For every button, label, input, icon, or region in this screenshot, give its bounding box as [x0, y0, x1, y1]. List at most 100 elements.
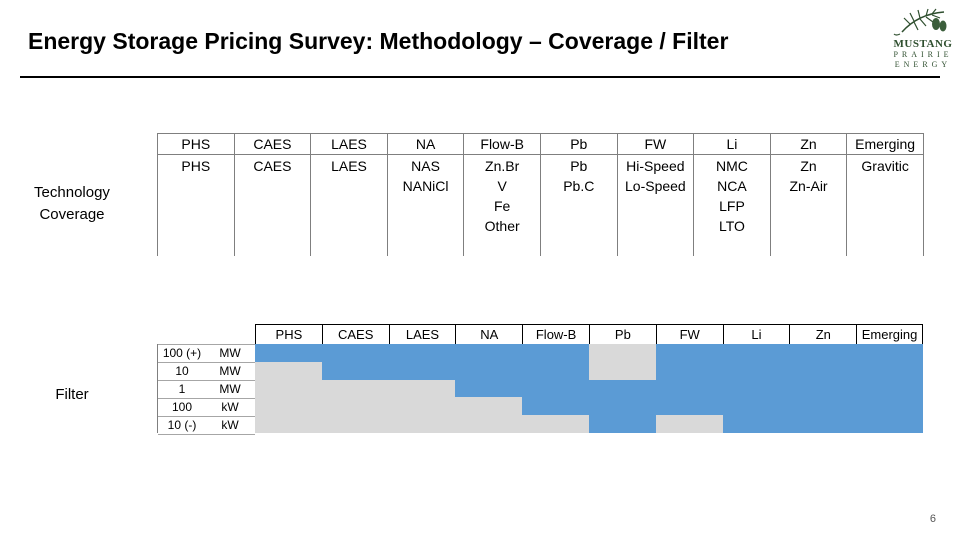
tech-item: LAES [331, 158, 367, 174]
tech-column-na: NA NAS NANiCl [386, 134, 464, 256]
filter-cell-emerging-row1 [856, 344, 923, 362]
tech-column-pb: Pb Pb Pb.C [539, 134, 617, 256]
filter-header-emerging: Emerging [856, 325, 923, 344]
filter-cell-caes-row5 [321, 415, 389, 433]
scale-unit: MW [219, 364, 241, 378]
tech-column-laes: LAES LAES [310, 134, 387, 256]
tech-column-caes: CAES CAES [233, 134, 311, 256]
filter-header-zn: Zn [789, 325, 856, 344]
scale-unit: MW [219, 382, 241, 396]
tech-item: PHS [181, 158, 211, 174]
tech-column-fw: FW Hi-Speed Lo-Speed [616, 134, 694, 256]
filter-cell-zn-row5 [789, 415, 857, 433]
tech-column-li: Li NMC NCA LFP LTO [693, 134, 770, 256]
technology-coverage-table: PHS PHS CAES CAES LAES LAES NA NAS NANiCl Flow-B Z… [157, 133, 924, 256]
scale-value: 100 (+) [162, 346, 202, 360]
scale-value: 10 [175, 364, 189, 378]
filter-header-row: PHS CAES LAES NA Flow-B Pb FW Li Zn Emerging [255, 324, 923, 345]
filter-cell-zn-row1 [789, 344, 857, 362]
tech-item: Zn [800, 158, 817, 174]
logo-text-mustang: MUSTANG [893, 38, 953, 50]
tech-item: NCA [717, 178, 747, 194]
tech-item: Hi-Speed [626, 158, 685, 174]
filter-cell-zn-row3 [789, 379, 857, 398]
tech-item: Gravitic [861, 158, 909, 174]
scale-unit: MW [219, 346, 241, 360]
filter-cell-laes-row2 [388, 361, 456, 380]
filter-cell-fw-row4 [655, 397, 723, 416]
filter-cell-fw-row5 [655, 415, 723, 433]
title-divider [20, 76, 940, 78]
filter-header-na: NA [455, 325, 522, 344]
filter-cell-emerging-row3 [856, 379, 923, 398]
tech-item: Zn-Air [789, 178, 828, 194]
tech-item: NMC [716, 158, 748, 174]
filter-cell-li-row3 [722, 379, 790, 398]
filter-cell-pb-row2 [589, 361, 656, 380]
tech-item: NAS [411, 158, 440, 174]
filter-cell-zn-row2 [789, 361, 857, 380]
filter-cell-laes-row5 [388, 415, 456, 433]
filter-cell-flow-b-row1 [522, 344, 589, 362]
filter-cell-fw-row2 [655, 361, 723, 380]
tech-column-header: FW [617, 134, 694, 155]
tech-item: Pb [570, 158, 588, 174]
filter-scale-row: 10 MW [158, 363, 255, 381]
filter-cell-laes-row3 [388, 379, 456, 398]
filter-cell-caes-row1 [321, 344, 389, 362]
filter-cell-caes-row2 [321, 361, 389, 380]
filter-header-flow-b: Flow-B [522, 325, 589, 344]
filter-cell-li-row2 [722, 361, 790, 380]
filter-cell-pb-row1 [589, 344, 656, 362]
tech-column-header: Emerging [847, 134, 923, 155]
filter-cell-flow-b-row5 [522, 415, 589, 433]
tech-item: Zn.Br [485, 158, 520, 174]
filter-cell-phs-row3 [255, 379, 322, 398]
filter-cell-caes-row4 [321, 397, 389, 416]
logo-text-energy: ENERGY [894, 60, 952, 69]
tech-item: Other [484, 218, 520, 234]
tech-column-emerging: Emerging Gravitic [846, 134, 924, 256]
tech-column-header: NA [387, 134, 464, 155]
tech-item: NANiCl [402, 178, 449, 194]
filter-cell-emerging-row4 [856, 397, 923, 416]
filter-header-fw: FW [655, 325, 723, 344]
tech-column-header: Zn [770, 134, 847, 155]
pine-branch-icon [893, 8, 947, 36]
tech-column-zn: Zn Zn Zn-Air [769, 134, 847, 256]
filter-cell-phs-row1 [255, 344, 322, 362]
filter-cell-na-row1 [455, 344, 523, 362]
tech-item: LTO [718, 218, 745, 234]
filter-cell-fw-row1 [655, 344, 723, 362]
filter-cell-na-row2 [455, 361, 523, 380]
filter-cell-na-row3 [455, 379, 523, 398]
filter-cell-li-row1 [722, 344, 790, 362]
tech-column-header: LAES [311, 134, 387, 155]
tech-column-phs: PHS PHS [157, 134, 234, 256]
company-logo: MUSTANG PRAIRIE ENERGY [888, 8, 958, 70]
tech-column-header: Pb [540, 134, 617, 155]
slide-title: Energy Storage Pricing Survey: Methodolo… [28, 28, 729, 54]
filter-cell-phs-row2 [255, 361, 322, 380]
tech-column-header: Flow-B [464, 134, 540, 155]
scale-value: 10 (-) [167, 418, 197, 432]
page-number: 6 [929, 513, 936, 525]
technology-coverage-label: Technology Coverage [34, 184, 110, 223]
scale-value: 100 [171, 400, 193, 414]
filter-scale-row: 100 kW [158, 399, 255, 417]
filter-scale-row: 100 (+) MW [158, 344, 255, 363]
filter-scale-labels: 100 (+) MW 10 MW 1 MW 100 kW 10 (-) kW [157, 344, 255, 435]
filter-scale-row: 1 MW [158, 381, 255, 399]
filter-cell-zn-row4 [789, 397, 857, 416]
filter-cell-li-row4 [722, 397, 790, 416]
filter-header-phs: PHS [255, 325, 322, 344]
tech-column-header: Li [694, 134, 770, 155]
filter-header-li: Li [722, 325, 790, 344]
scale-unit: kW [221, 418, 239, 432]
filter-cell-flow-b-row4 [522, 397, 589, 416]
filter-cell-emerging-row5 [856, 415, 923, 433]
filter-label: Filter [55, 386, 89, 403]
logo-text-prairie: PRAIRIE [893, 50, 953, 59]
filter-cell-laes-row4 [388, 397, 456, 416]
tech-item: LFP [719, 198, 745, 214]
